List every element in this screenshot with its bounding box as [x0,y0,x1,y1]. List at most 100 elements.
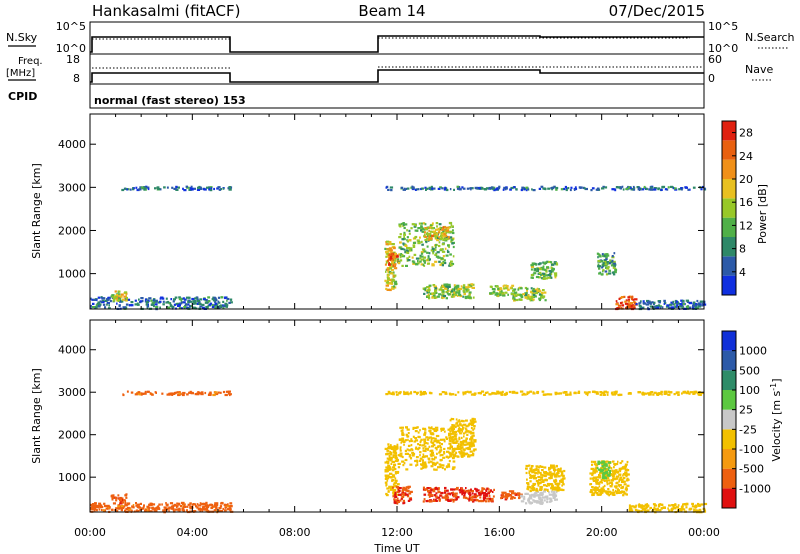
data-cell [615,485,618,488]
data-cell [451,393,455,396]
data-cell [689,391,694,394]
data-cell [617,460,619,463]
data-cell [420,225,423,228]
data-cell [547,489,549,492]
data-cell [685,506,688,509]
data-cell [457,291,461,294]
data-cell [441,443,443,446]
data-cell [640,188,645,191]
data-cell [449,443,452,446]
data-cell [532,292,536,295]
data-cell [403,443,405,446]
data-cell [111,498,114,501]
data-cell [692,392,695,395]
data-cell [545,270,548,273]
data-cell [425,240,428,243]
data-cell [435,255,440,258]
data-cell [392,486,394,489]
data-cell [504,498,508,501]
data-cell [419,451,422,454]
data-cell [462,432,466,435]
data-cell [186,393,189,396]
data-cell [441,235,444,238]
data-cell [102,303,106,306]
data-cell [611,473,614,476]
data-cell [399,256,402,259]
data-cell [699,300,702,303]
data-cell [424,488,427,491]
data-cell [675,300,678,303]
data-cell [511,492,515,495]
data-cell [415,464,417,467]
data-cell [453,499,456,502]
data-cell [401,254,404,257]
data-cell [143,392,147,395]
data-cell [393,259,397,262]
data-cell [92,306,95,309]
data-cell [423,235,425,238]
data-cell [652,393,655,396]
data-cell [467,424,470,427]
data-cell [445,290,449,294]
data-cell [390,392,394,395]
data-cell [681,392,683,395]
data-cell [627,296,631,299]
data-cell [663,299,666,302]
data-cell [448,439,451,442]
data-cell [117,494,120,497]
data-cell [218,188,221,191]
data-cell [420,467,423,470]
colorbar-swatch [722,331,736,351]
data-cell [434,439,438,443]
data-cell [446,227,450,231]
data-cell [672,300,675,303]
data-cell [470,283,474,286]
data-cell [533,288,537,291]
data-cell [227,187,230,190]
data-cell [426,291,428,294]
data-cell [409,392,413,395]
data-cell [154,509,158,512]
data-cell [394,479,398,482]
data-cell [198,507,201,510]
data-cell [640,300,642,303]
data-cell [630,508,633,511]
data-cell [605,479,609,482]
data-cell [389,265,393,268]
data-cell [443,233,446,236]
data-cell [427,442,429,445]
y-tick-label: 2000 [58,224,86,237]
data-cell [198,302,202,305]
data-cell [610,264,614,267]
data-cell [146,510,149,513]
data-cell [169,502,174,505]
data-cell [451,262,455,266]
data-cell [416,461,419,464]
data-cell [219,509,222,513]
data-cell [599,391,603,394]
data-cell [642,306,645,309]
data-cell [601,265,604,268]
data-cell [403,248,406,251]
data-cell [167,507,171,510]
data-cell [631,295,634,298]
data-cell [491,392,494,395]
data-cell [386,466,390,469]
data-cell [434,498,437,501]
data-cell [509,286,512,289]
data-cell [461,186,464,189]
data-cell [486,391,489,394]
data-cell [436,295,440,298]
data-cell [579,186,583,189]
data-cell [623,465,627,468]
data-cell [554,495,557,498]
data-cell [535,263,537,266]
data-cell [421,187,424,190]
data-cell [444,285,449,288]
data-cell [441,289,445,292]
data-cell [139,300,143,303]
data-cell [426,447,430,450]
data-cell [409,453,411,457]
data-cell [127,298,131,301]
data-cell [605,460,609,463]
